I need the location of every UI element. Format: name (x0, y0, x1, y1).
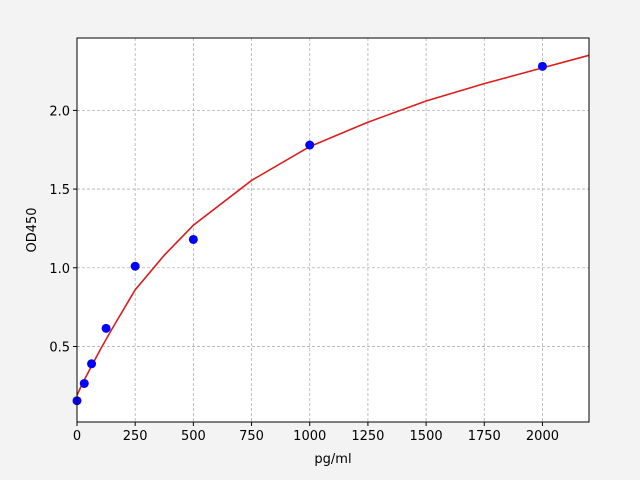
grid (76, 38, 589, 422)
x-tick-label: 2000 (526, 429, 559, 444)
x-tick-label: 0 (73, 429, 81, 444)
y-tick-label: 0.5 (49, 340, 70, 355)
data-point (305, 140, 315, 150)
x-tick-label: 250 (123, 429, 148, 444)
x-axis-label: pg/ml (314, 452, 351, 467)
y-tick-label: 2.0 (49, 104, 70, 119)
x-tick-label: 500 (181, 429, 206, 444)
x-tick-label: 1500 (410, 429, 443, 444)
y-tick-label: 1.0 (49, 262, 70, 277)
y-tick-label: 1.5 (49, 183, 70, 198)
data-point (87, 359, 97, 369)
data-point (101, 323, 111, 333)
axes-frame (76, 37, 590, 423)
marks (72, 54, 590, 406)
plot-area (77, 38, 589, 422)
x-tick-label: 750 (239, 429, 264, 444)
data-point (188, 234, 198, 244)
data-point (130, 261, 140, 271)
x-tick-label: 1250 (351, 429, 384, 444)
y-axis-label: OD450 (25, 207, 40, 252)
data-point (537, 61, 547, 71)
x-tick-label: 1750 (468, 429, 501, 444)
data-point (79, 378, 89, 388)
x-tick-label: 1000 (293, 429, 326, 444)
